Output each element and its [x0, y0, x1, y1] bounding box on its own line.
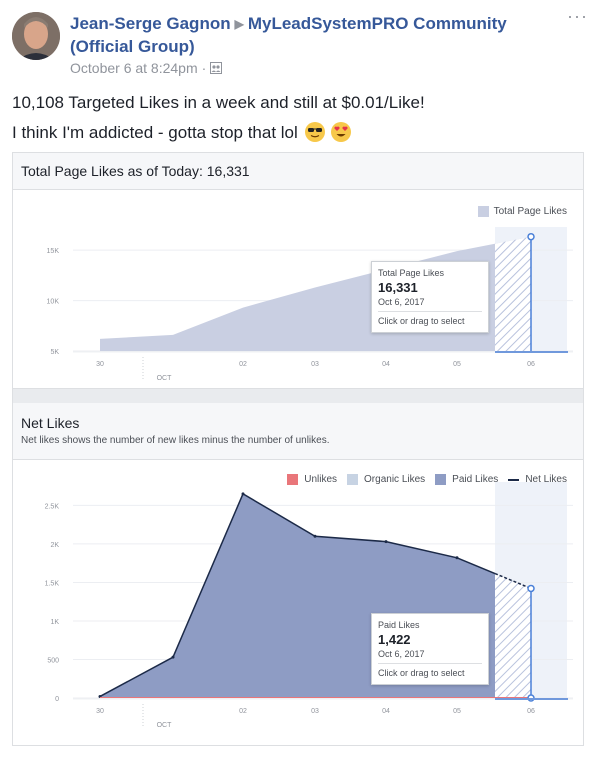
- tooltip-hint[interactable]: Click or drag to select: [378, 316, 465, 326]
- x-tick-label: 30: [96, 361, 104, 368]
- avatar-photo: [12, 12, 60, 60]
- paid-likes-tooltip: Paid Likes 1,422 Oct 6, 2017 Click or dr…: [371, 613, 489, 685]
- total-likes-header: Total Page Likes as of Today: 16,331: [13, 153, 583, 190]
- organic-legend-label: Organic Likes: [364, 474, 426, 485]
- selection-marker-dot: [527, 584, 535, 593]
- data-point: [313, 534, 317, 538]
- dot-separator: ·: [201, 60, 207, 76]
- tooltip-label: Paid Likes: [378, 620, 420, 630]
- tooltip-hint[interactable]: Click or drag to select: [378, 668, 465, 678]
- insights-card: Total Page Likes as of Today: 16,331 5K 1…: [12, 152, 584, 746]
- section-divider: [13, 388, 583, 404]
- group-name[interactable]: MyLeadSystemPRO Community (Official Grou…: [70, 14, 507, 56]
- post-timestamp[interactable]: October 6 at 8:24pm: [70, 60, 198, 76]
- unlikes-swatch: [287, 474, 299, 485]
- x-tick-label: 02: [239, 708, 247, 715]
- x-tick-label: 03: [311, 361, 319, 368]
- net-likes-line-projected: [494, 572, 532, 590]
- total-likes-title: Total Page Likes as of Today: 16,331: [21, 163, 250, 179]
- total-likes-swatch: [477, 206, 489, 217]
- selected-hatch: [495, 236, 531, 351]
- y-tick-label: 2K: [50, 542, 59, 549]
- x-tick-label: 02: [239, 361, 247, 368]
- y-tick-label: 5K: [50, 349, 59, 356]
- organic-swatch: [347, 474, 359, 485]
- x-tick-label: 04: [382, 708, 390, 715]
- sunglasses-emoji-icon: [304, 122, 325, 142]
- total-likes-legend: Total Page Likes: [477, 206, 567, 217]
- net-swatch: [508, 478, 520, 481]
- data-point: [455, 556, 459, 560]
- y-tick-label: 1K: [50, 619, 59, 626]
- x-tick-label: 06: [527, 708, 535, 715]
- y-tick-label: 2.5K: [45, 503, 60, 510]
- paid-swatch: [435, 474, 447, 485]
- y-tick-label: 0: [55, 696, 59, 703]
- net-legend-label: Net Likes: [525, 474, 567, 485]
- group-icon: [210, 62, 223, 74]
- post-author-line: Jean-Serge Gagnon ▶ MyLeadSystemPRO Commun…: [70, 13, 550, 58]
- unlikes-legend-label: Unlikes: [304, 474, 338, 485]
- net-likes-title: Net Likes: [21, 415, 80, 431]
- caret-right-icon: ▶: [234, 17, 244, 31]
- net-likes-chart[interactable]: 0 500 1K 1.5K 2K 2.5K 30 02 03 04 05 06 OCT: [13, 460, 583, 744]
- x-tick-label: 05: [453, 708, 461, 715]
- tooltip-value: 1,422: [378, 632, 411, 647]
- y-tick-label: 1.5K: [45, 580, 60, 587]
- x-tick-label: 06: [527, 361, 535, 368]
- more-options-icon[interactable]: ···: [567, 6, 588, 26]
- tooltip-date: Oct 6, 2017: [378, 649, 482, 664]
- x-month-label: OCT: [157, 375, 173, 382]
- net-likes-header: Net Likes Net likes shows the number of …: [13, 403, 583, 460]
- x-tick-label: 04: [382, 361, 390, 368]
- paid-legend-label: Paid Likes: [452, 474, 499, 485]
- net-likes-legend: Unlikes Organic Likes Paid Likes Net Lik…: [287, 474, 567, 485]
- data-point: [171, 655, 175, 659]
- selection-marker-dot: [527, 232, 535, 241]
- post-text-line-2-text: I think I'm addicted - gotta stop that l…: [12, 123, 298, 142]
- x-tick-label: 05: [453, 361, 461, 368]
- y-tick-label: 15K: [47, 248, 60, 255]
- tooltip-label: Total Page Likes: [378, 268, 445, 278]
- total-likes-tooltip: Total Page Likes 16,331 Oct 6, 2017 Clic…: [371, 261, 489, 333]
- post-meta: October 6 at 8:24pm ·: [70, 60, 223, 76]
- tooltip-value: 16,331: [378, 280, 418, 295]
- data-point: [241, 492, 245, 496]
- y-tick-label: 500: [47, 657, 59, 664]
- total-likes-chart[interactable]: 5K 10K 15K 30 02 03 04 05 06 OCT: [13, 190, 583, 388]
- avatar[interactable]: [12, 12, 60, 60]
- net-likes-description: Net likes shows the number of new likes …: [21, 435, 330, 446]
- post-text-line-1: 10,108 Targeted Likes in a week and stil…: [12, 93, 425, 112]
- selected-hatch: [495, 573, 531, 698]
- data-point: [384, 540, 388, 544]
- x-month-label: OCT: [157, 722, 173, 729]
- heart-eyes-emoji-icon: [331, 122, 352, 142]
- author-name[interactable]: Jean-Serge Gagnon: [70, 14, 231, 33]
- tooltip-date: Oct 6, 2017: [378, 297, 482, 312]
- x-tick-label: 03: [311, 708, 319, 715]
- post-text-line-2: I think I'm addicted - gotta stop that l…: [12, 122, 352, 143]
- total-likes-legend-label: Total Page Likes: [493, 206, 567, 217]
- y-tick-label: 10K: [47, 299, 60, 306]
- x-tick-label: 30: [96, 708, 104, 715]
